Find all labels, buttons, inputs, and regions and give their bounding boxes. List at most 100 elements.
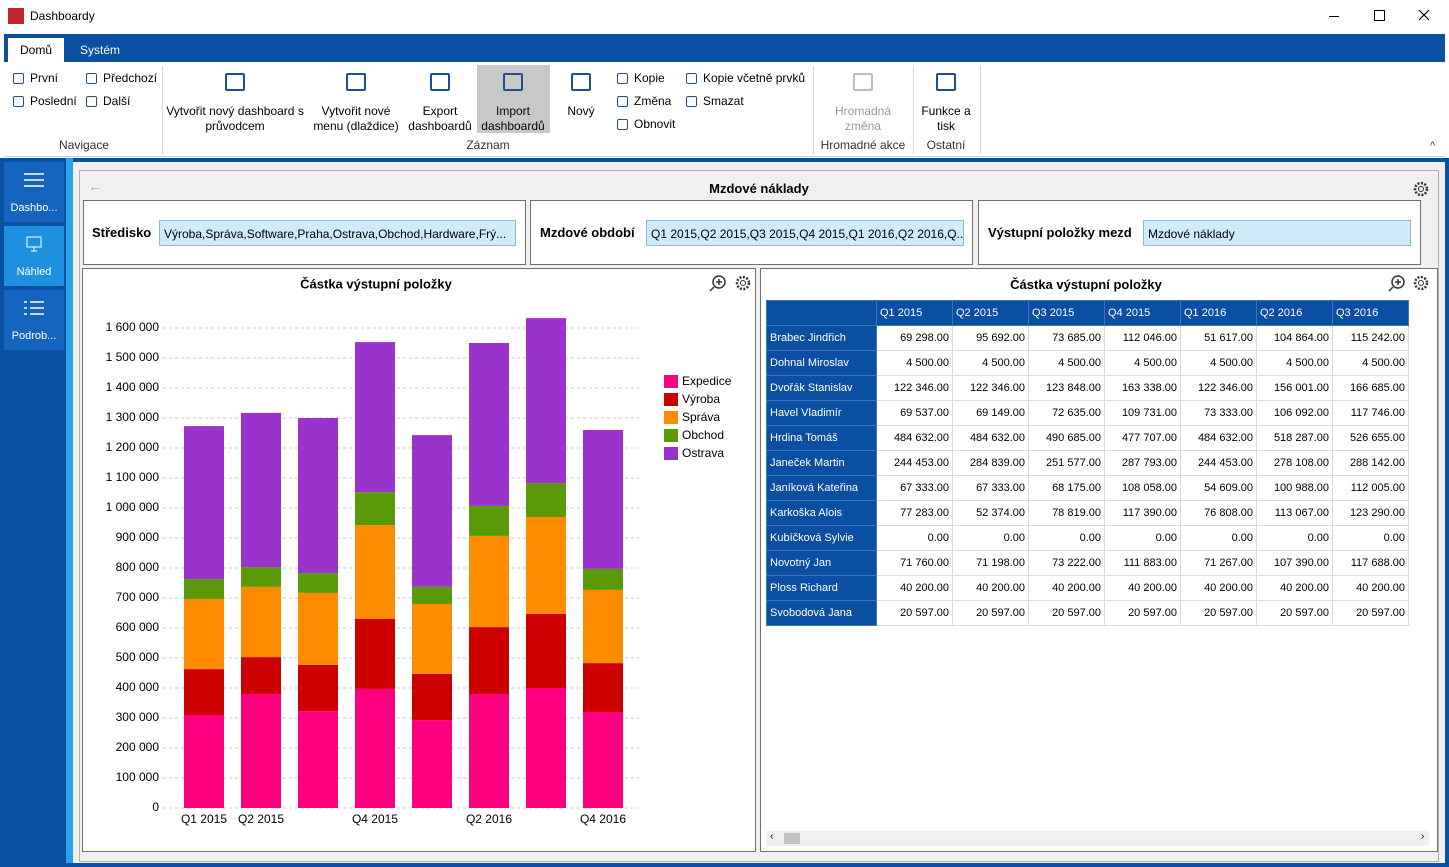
- y-tick-label: 200 000: [116, 740, 160, 754]
- ribbon-icon: [225, 73, 245, 91]
- scroll-thumb[interactable]: [784, 833, 800, 844]
- table-cell: 166 685.00: [1332, 375, 1409, 401]
- ribbon-button[interactable]: Funkce a tisk: [921, 104, 971, 133]
- ribbon-icon: [13, 96, 24, 107]
- table-cell: 4 500.00: [952, 350, 1029, 376]
- table-row: Ploss Richard 40 200.00 40 200.00 40 200.00…: [766, 575, 1409, 601]
- back-button[interactable]: ←: [88, 178, 102, 194]
- ribbon-button[interactable]: První: [30, 71, 59, 85]
- row-header: Novotný Jan: [766, 550, 877, 576]
- zoom-icon[interactable]: [709, 275, 726, 292]
- bar-segment: [583, 568, 623, 590]
- bar-segment: [526, 613, 566, 688]
- title-bar: Dashboardy: [0, 0, 1449, 33]
- maximize-button[interactable]: [1374, 10, 1385, 21]
- group-separator: [913, 66, 914, 154]
- table-cell: 0.00: [1104, 525, 1181, 551]
- table-cell: 69 537.00: [876, 400, 953, 426]
- table-cell: 122 346.00: [1180, 375, 1257, 401]
- table-row: Janíková Kateřina 67 333.00 67 333.00 68 17…: [766, 475, 1409, 501]
- ribbon-button[interactable]: Kopie: [634, 71, 665, 85]
- filter-input[interactable]: Výroba,Správa,Software,Praha,Ostrava,Obc…: [159, 220, 516, 246]
- ribbon-button[interactable]: Kopie včetně prvků: [703, 71, 806, 85]
- ribbon-button[interactable]: Export dashboardů: [408, 104, 472, 133]
- table-cell: 111 883.00: [1104, 550, 1181, 576]
- bar-segment: [241, 567, 281, 587]
- bar-segment: [412, 586, 452, 604]
- settings-icon[interactable]: [735, 275, 751, 291]
- ribbon-button[interactable]: Nový: [567, 104, 595, 118]
- table-cell: 106 092.00: [1256, 400, 1333, 426]
- ribbon-button[interactable]: Hromadná změna: [834, 104, 892, 133]
- table-cell: 251 577.00: [1028, 450, 1105, 476]
- filter-input[interactable]: Q1 2015,Q2 2015,Q3 2015,Q4 2015,Q1 2016,…: [646, 220, 964, 246]
- table-cell: 40 200.00: [1104, 575, 1181, 601]
- bar-segment: [184, 598, 224, 670]
- bar-segment: [583, 712, 623, 808]
- ribbon-button[interactable]: Obnovit: [634, 117, 676, 131]
- table-cell: 40 200.00: [1332, 575, 1409, 601]
- filter-box: Výstupní položky mezd Mzdové náklady: [978, 200, 1421, 265]
- table-cell: 20 597.00: [1256, 600, 1333, 626]
- ribbon-button[interactable]: Vytvořit nový dashboard s průvodcem: [166, 104, 304, 133]
- y-tick-label: 1 300 000: [106, 410, 160, 424]
- table-row: Karkoška Alois 77 283.00 52 374.00 78 819.0…: [766, 500, 1409, 526]
- row-header: Hrdina Tomáš: [766, 425, 877, 451]
- table-row: Hrdina Tomáš 484 632.00 484 632.00 490 685.…: [766, 425, 1409, 451]
- minimize-button[interactable]: [1329, 16, 1339, 17]
- close-button[interactable]: [1418, 9, 1430, 21]
- filter-input[interactable]: Mzdové náklady: [1143, 220, 1411, 246]
- table-cell: 0.00: [1180, 525, 1257, 551]
- ribbon-tab[interactable]: Domů: [8, 38, 65, 62]
- table-cell: 117 390.00: [1104, 500, 1181, 526]
- sidebar-item[interactable]: Náhled: [4, 226, 64, 286]
- ribbon-button[interactable]: Změna: [634, 94, 672, 108]
- table-row: Janeček Martin 244 453.00 284 839.00 251 57…: [766, 450, 1409, 476]
- table-cell: 40 200.00: [1180, 575, 1257, 601]
- list-icon: [24, 301, 44, 315]
- row-header: Brabec Jindřich: [766, 325, 877, 351]
- filter-label: Mzdové období: [540, 225, 635, 240]
- column-header: Q2 2015: [952, 300, 1029, 326]
- table-cell: 69 149.00: [952, 400, 1029, 426]
- ribbon-button[interactable]: Poslední: [30, 94, 77, 108]
- table-cell: 4 500.00: [876, 350, 953, 376]
- table-cell: 40 200.00: [876, 575, 953, 601]
- bar-segment: [241, 586, 281, 658]
- collapse-ribbon[interactable]: ^: [1430, 140, 1436, 152]
- bar-segment: [469, 535, 509, 628]
- filter-label: Výstupní položky mezd: [988, 225, 1132, 240]
- table-cell: 526 655.00: [1332, 425, 1409, 451]
- scroll-right[interactable]: ›: [1421, 831, 1425, 842]
- ribbon-button[interactable]: Smazat: [703, 94, 744, 108]
- table-cell: 123 848.00: [1028, 375, 1105, 401]
- horizontal-scrollbar[interactable]: ‹ ›: [766, 831, 1429, 846]
- dashboard-title: Mzdové náklady: [709, 181, 809, 196]
- sidebar-item[interactable]: Dashbo...: [4, 162, 64, 222]
- group-separator: [980, 66, 981, 154]
- ribbon-button[interactable]: Import dashboardů: [481, 104, 545, 133]
- ribbon-button[interactable]: Další: [103, 94, 131, 108]
- table-cell: 20 597.00: [1332, 600, 1409, 626]
- sidebar-item[interactable]: Podrob...: [4, 290, 64, 350]
- table-icons[interactable]: [1386, 273, 1436, 295]
- ribbon-icon: [86, 73, 97, 84]
- ribbon-tab[interactable]: Systém: [80, 43, 121, 57]
- bar-segment: [469, 343, 509, 506]
- bar-segment: [298, 573, 338, 593]
- ribbon-group-label: Hromadné akce: [820, 138, 906, 152]
- data-table: Q1 2015 Q2 2015 Q3 2015 Q4 2015 Q1 2016 Q2 20…: [766, 300, 1409, 626]
- ribbon-button[interactable]: Předchozí: [103, 71, 158, 85]
- scroll-left[interactable]: ‹: [770, 831, 774, 842]
- table-cell: 4 500.00: [1332, 350, 1409, 376]
- settings-icon[interactable]: [1412, 180, 1432, 198]
- table-cell: 100 988.00: [1256, 475, 1333, 501]
- bar-segment: [298, 418, 338, 574]
- ribbon-group-label: Ostatní: [926, 138, 966, 152]
- bar-segment: [469, 694, 509, 808]
- legend-label: Expedice: [682, 374, 732, 388]
- menu-icon: [24, 173, 44, 187]
- bar-segment: [298, 592, 338, 665]
- x-tick-label: Q4 2016: [580, 812, 626, 826]
- ribbon-button[interactable]: Vytvořit nové menu (dlaždice): [313, 104, 399, 133]
